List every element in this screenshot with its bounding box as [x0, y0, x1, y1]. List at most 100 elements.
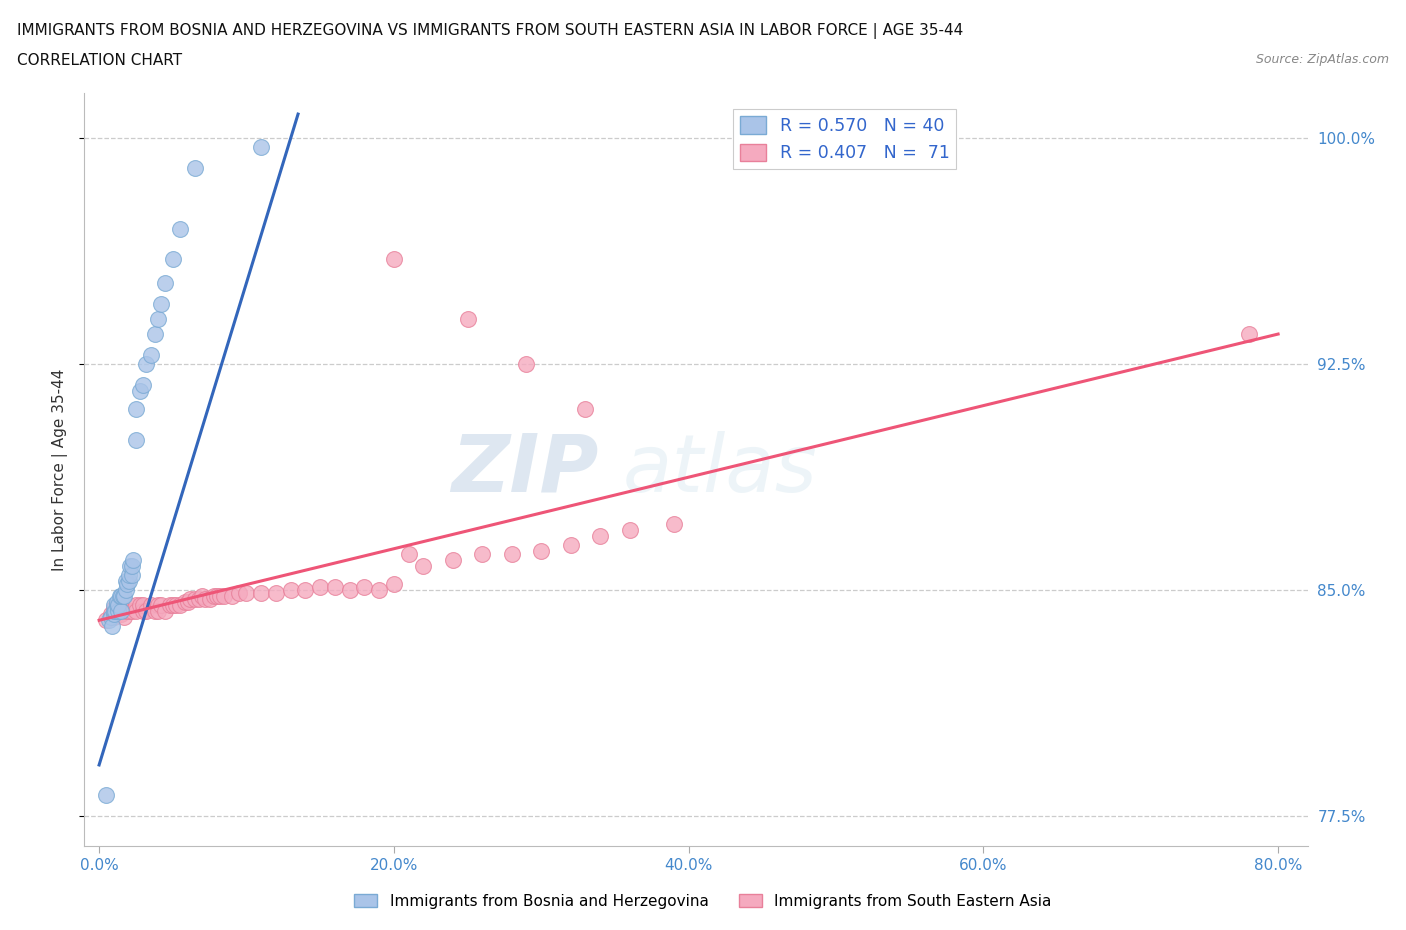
Point: [191, 589, 214, 604]
Point: [662, 516, 685, 531]
Point: [105, 595, 128, 610]
Point: [169, 221, 191, 236]
Point: [194, 591, 217, 606]
Point: [155, 604, 177, 618]
Point: [105, 598, 128, 613]
Point: [110, 607, 132, 622]
Point: [125, 432, 148, 447]
Point: [589, 528, 612, 543]
Point: [107, 598, 129, 613]
Point: [412, 559, 434, 574]
Point: [530, 543, 553, 558]
Point: [103, 604, 125, 618]
Point: [323, 579, 346, 594]
Point: [146, 604, 169, 618]
Point: [114, 583, 136, 598]
Point: [118, 559, 141, 574]
Point: [121, 559, 143, 574]
Point: [198, 591, 221, 606]
Text: ZIP: ZIP: [451, 431, 598, 509]
Point: [146, 598, 169, 613]
Point: [560, 538, 582, 552]
Point: [103, 607, 125, 622]
Point: [125, 604, 148, 618]
Point: [150, 297, 173, 312]
Point: [105, 607, 128, 622]
Point: [766, 869, 789, 883]
Point: [398, 547, 420, 562]
Point: [132, 598, 155, 613]
Point: [117, 574, 139, 589]
Point: [159, 598, 181, 613]
Point: [202, 589, 225, 604]
Text: CORRELATION CHART: CORRELATION CHART: [17, 53, 181, 68]
Point: [114, 574, 136, 589]
Point: [441, 552, 464, 567]
Point: [221, 589, 243, 604]
Point: [112, 610, 135, 625]
Point: [112, 589, 135, 604]
Point: [110, 589, 132, 604]
Point: [110, 604, 132, 618]
Point: [162, 598, 184, 613]
Legend: Immigrants from Bosnia and Herzegovina, Immigrants from South Eastern Asia: Immigrants from Bosnia and Herzegovina, …: [349, 887, 1057, 915]
Point: [139, 348, 162, 363]
Point: [132, 378, 155, 392]
Point: [176, 595, 198, 610]
Text: Source: ZipAtlas.com: Source: ZipAtlas.com: [1256, 53, 1389, 66]
Point: [125, 598, 148, 613]
Point: [117, 604, 139, 618]
Point: [173, 595, 195, 610]
Point: [96, 613, 118, 628]
Point: [121, 604, 143, 618]
Point: [839, 899, 862, 914]
Point: [515, 357, 537, 372]
Point: [117, 567, 139, 582]
Point: [188, 591, 211, 606]
Point: [208, 589, 231, 604]
Point: [129, 384, 152, 399]
Point: [457, 312, 479, 326]
Point: [101, 618, 124, 633]
Point: [107, 604, 129, 618]
Point: [103, 610, 125, 625]
Point: [110, 601, 132, 616]
Point: [1237, 326, 1260, 341]
Point: [235, 586, 257, 601]
Point: [382, 577, 405, 591]
Text: atlas: atlas: [623, 431, 817, 509]
Point: [114, 604, 136, 618]
Point: [100, 607, 122, 622]
Point: [368, 583, 391, 598]
Point: [179, 591, 201, 606]
Point: [294, 583, 316, 598]
Point: [100, 610, 122, 625]
Point: [574, 402, 596, 417]
Point: [155, 275, 177, 290]
Point: [264, 586, 287, 601]
Point: [121, 567, 143, 582]
Point: [309, 579, 332, 594]
Point: [108, 589, 131, 604]
Point: [96, 788, 118, 803]
Point: [135, 357, 157, 372]
Point: [382, 251, 405, 266]
Point: [169, 598, 191, 613]
Point: [214, 589, 236, 604]
Point: [280, 583, 302, 598]
Point: [162, 251, 184, 266]
Point: [111, 589, 134, 604]
Point: [184, 591, 207, 606]
Y-axis label: In Labor Force | Age 35-44: In Labor Force | Age 35-44: [52, 368, 69, 571]
Point: [250, 586, 273, 601]
Point: [471, 547, 494, 562]
Point: [501, 547, 523, 562]
Point: [104, 604, 127, 618]
Point: [135, 604, 157, 618]
Point: [139, 598, 162, 613]
Point: [103, 601, 125, 616]
Point: [339, 583, 361, 598]
Point: [150, 598, 173, 613]
Legend: R = 0.570   N = 40, R = 0.407   N =  71: R = 0.570 N = 40, R = 0.407 N = 71: [733, 109, 956, 169]
Point: [143, 326, 166, 341]
